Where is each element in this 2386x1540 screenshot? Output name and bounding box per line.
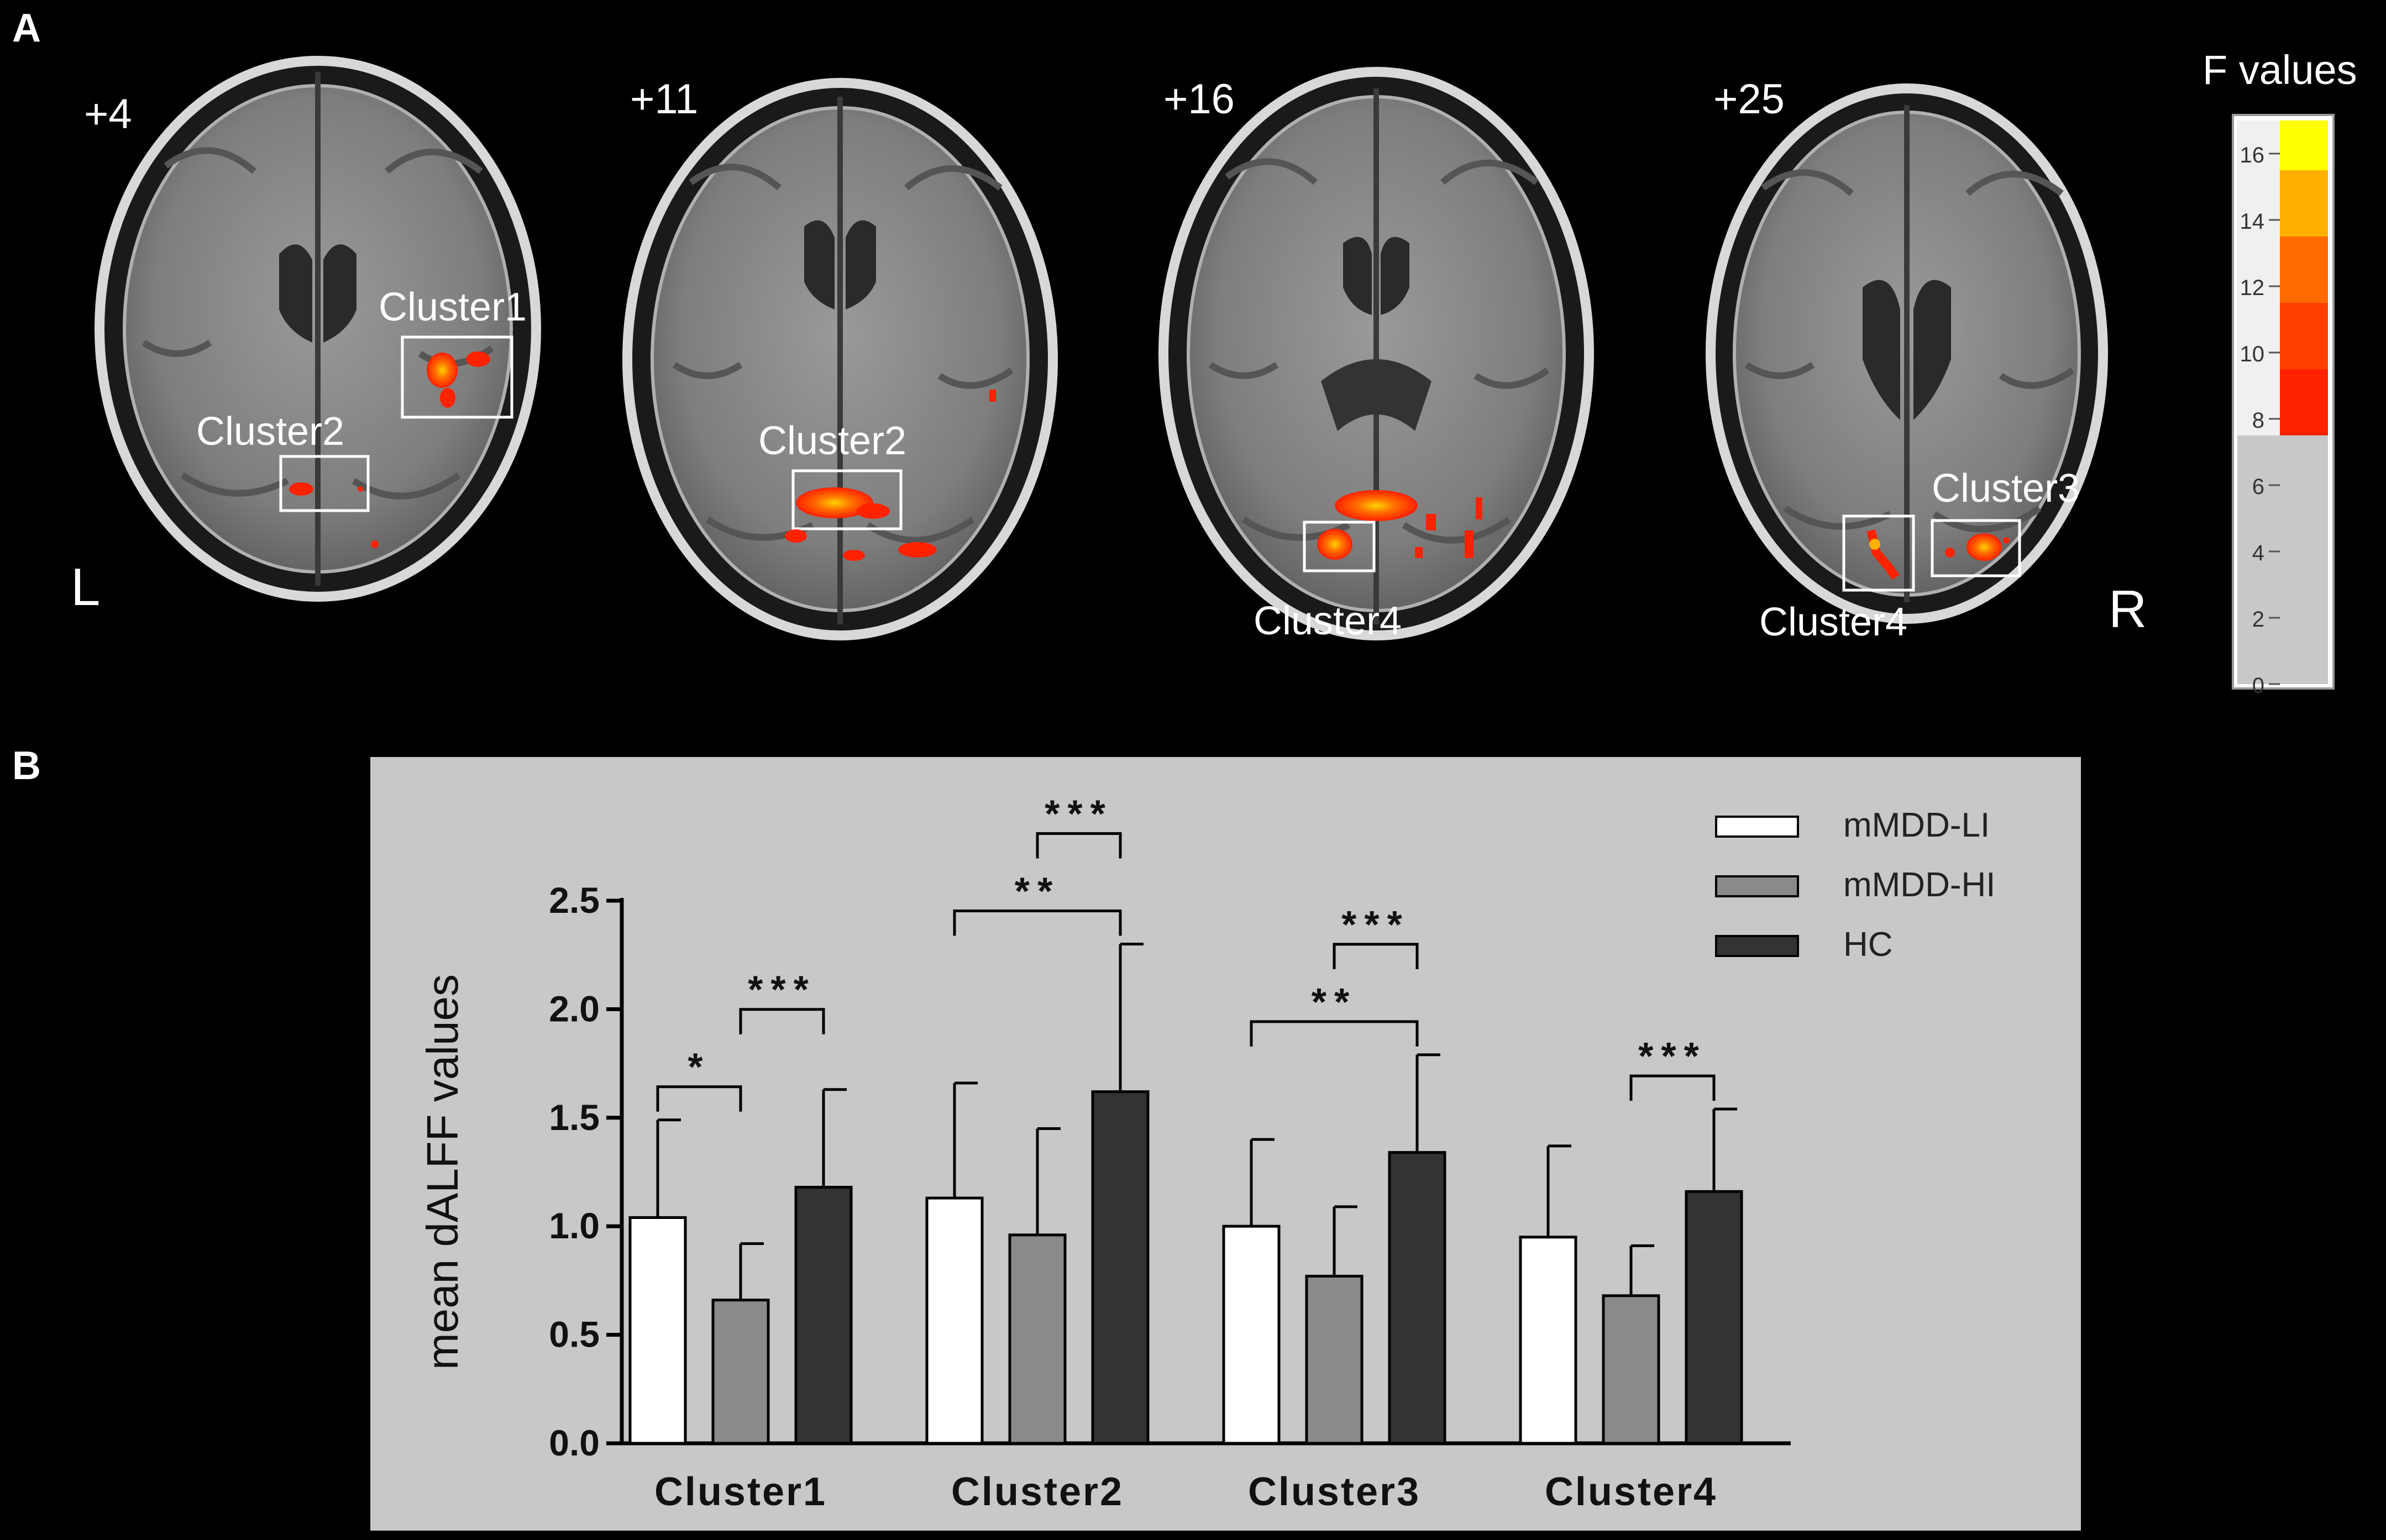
colorbar-tick-label-3: 6 bbox=[2252, 475, 2264, 499]
significance-label-2: ** bbox=[1015, 870, 1060, 913]
colorbar-ticks: 0 2 4 6 8 10 12 14 16 bbox=[2240, 143, 2280, 698]
slice-1-label: +4 bbox=[84, 91, 132, 138]
y-tick-label-3: 1.5 bbox=[549, 1097, 600, 1138]
y-tick-label-1: 0.5 bbox=[549, 1314, 600, 1355]
colorbar-band-left-3 bbox=[2237, 170, 2280, 236]
x-tick-label-1: Cluster2 bbox=[951, 1470, 1124, 1514]
significance-bracket-3 bbox=[1036, 832, 1122, 859]
significance-label-4: ** bbox=[1312, 980, 1357, 1023]
colorbar-title: F values bbox=[2203, 47, 2357, 93]
colorbar-band-0 bbox=[2280, 369, 2328, 435]
slice-4-label: +25 bbox=[1713, 76, 1785, 123]
orientation-left-label: L bbox=[71, 558, 100, 617]
slice-4-cluster-4-label: Cluster4 bbox=[1759, 600, 1907, 644]
slice-4-cluster-3-label: Cluster3 bbox=[1932, 466, 2080, 511]
orientation-right-label: R bbox=[2109, 580, 2147, 639]
significance-bracket-5 bbox=[1333, 943, 1419, 969]
bar-1-2 bbox=[1305, 1275, 1364, 1445]
bar-1-0 bbox=[711, 1299, 770, 1445]
legend-label-1: mMDD-HI bbox=[1843, 866, 1996, 904]
x-tick-label-0: Cluster1 bbox=[654, 1470, 827, 1514]
legend-swatch-0 bbox=[1715, 816, 1799, 838]
bar-1-3 bbox=[1602, 1294, 1660, 1445]
significance-bracket-1 bbox=[739, 1008, 825, 1034]
colorbar-tick-label-6: 12 bbox=[2240, 276, 2265, 300]
slice-3-label: +16 bbox=[1163, 76, 1235, 123]
bar-0-1 bbox=[925, 1196, 984, 1445]
colorbar-tick-label-0: 0 bbox=[2252, 674, 2264, 698]
colorbar-tick-label-5: 10 bbox=[2240, 342, 2265, 366]
bar-0-0 bbox=[628, 1216, 687, 1445]
significance-bracket-6 bbox=[1629, 1074, 1716, 1101]
y-tick-label-4: 2.0 bbox=[549, 988, 600, 1029]
significance-bracket-0 bbox=[656, 1085, 742, 1112]
significance-label-1: *** bbox=[748, 968, 816, 1011]
bar-2-0 bbox=[794, 1185, 853, 1445]
colorbar-band-left-1 bbox=[2237, 303, 2280, 369]
colorbar-bands bbox=[2237, 120, 2328, 684]
significance-label-0: * bbox=[688, 1045, 710, 1089]
panel-b-letter: B bbox=[12, 744, 41, 788]
brain-slice-4: +25 Cluster3 Cluster4 R bbox=[1706, 76, 2147, 644]
significance-bracket-4 bbox=[1250, 1020, 1419, 1047]
bar-2-3 bbox=[1685, 1190, 1743, 1445]
significance-label-3: *** bbox=[1045, 792, 1113, 835]
brain-slice-3: +16 Cluster4 bbox=[1158, 67, 1594, 643]
brain-slice-2: +11 Cluster2 bbox=[622, 76, 1058, 640]
legend-label-0: mMDD-LI bbox=[1843, 806, 1990, 844]
bar-2-2 bbox=[1388, 1151, 1446, 1445]
panel-a-brain-slices: +4 Cluster1 Cluster2 L +11 Cluster2 bbox=[71, 47, 2357, 698]
slice-1-cluster-2-label: Cluster2 bbox=[196, 409, 344, 454]
bar-0-3 bbox=[1519, 1236, 1577, 1445]
bar-2-1 bbox=[1091, 1090, 1150, 1445]
legend-label-2: HC bbox=[1843, 926, 1893, 964]
colorbar-band-3 bbox=[2280, 170, 2328, 236]
colorbar-tick-label-4: 8 bbox=[2252, 408, 2264, 433]
colorbar-band-left-2 bbox=[2237, 236, 2280, 303]
colorbar-band-1 bbox=[2280, 303, 2328, 369]
bar-1-1 bbox=[1008, 1233, 1067, 1445]
y-tick-label-0: 0.0 bbox=[549, 1422, 600, 1463]
x-tick-label-3: Cluster4 bbox=[1545, 1470, 1717, 1514]
slice-1-cluster-1-label: Cluster1 bbox=[379, 285, 527, 329]
brain-slice-1: +4 Cluster1 Cluster2 L bbox=[71, 56, 541, 617]
colorbar-band-2 bbox=[2280, 236, 2328, 303]
bar-0-2 bbox=[1222, 1224, 1281, 1445]
y-tick-label-2: 1.0 bbox=[549, 1205, 600, 1246]
colorbar-tick-label-7: 14 bbox=[2240, 209, 2265, 234]
significance-label-5: *** bbox=[1341, 903, 1410, 946]
colorbar: F values 0 2 4 6 8 10 12 14 16 bbox=[2203, 47, 2357, 698]
colorbar-tick-label-1: 2 bbox=[2252, 607, 2264, 632]
legend-swatch-1 bbox=[1715, 875, 1799, 897]
colorbar-band-left-0 bbox=[2237, 369, 2280, 435]
significance-label-6: *** bbox=[1638, 1034, 1707, 1078]
y-axis-title: mean dALFF values bbox=[418, 974, 467, 1370]
significance-bracket-2 bbox=[953, 910, 1122, 936]
colorbar-band-left-4 bbox=[2237, 120, 2280, 170]
panel-a-letter: A bbox=[12, 6, 41, 50]
colorbar-band-gray bbox=[2237, 435, 2328, 684]
slice-2-cluster-2-label: Cluster2 bbox=[758, 419, 906, 463]
legend-swatch-2 bbox=[1715, 935, 1799, 957]
slice-2-label: +11 bbox=[630, 76, 698, 123]
x-tick-label-2: Cluster3 bbox=[1248, 1470, 1420, 1514]
slice-3-cluster-4-label: Cluster4 bbox=[1254, 599, 1402, 643]
colorbar-tick-label-2: 4 bbox=[2252, 541, 2264, 565]
colorbar-tick-label-8: 16 bbox=[2240, 143, 2265, 167]
y-tick-label-5: 2.5 bbox=[549, 880, 600, 921]
colorbar-band-4 bbox=[2280, 120, 2328, 170]
panel-b-bar-chart: 0.0 0.5 1.0 1.5 2.0 2.5 mean dALFF values Clust… bbox=[370, 757, 2081, 1531]
